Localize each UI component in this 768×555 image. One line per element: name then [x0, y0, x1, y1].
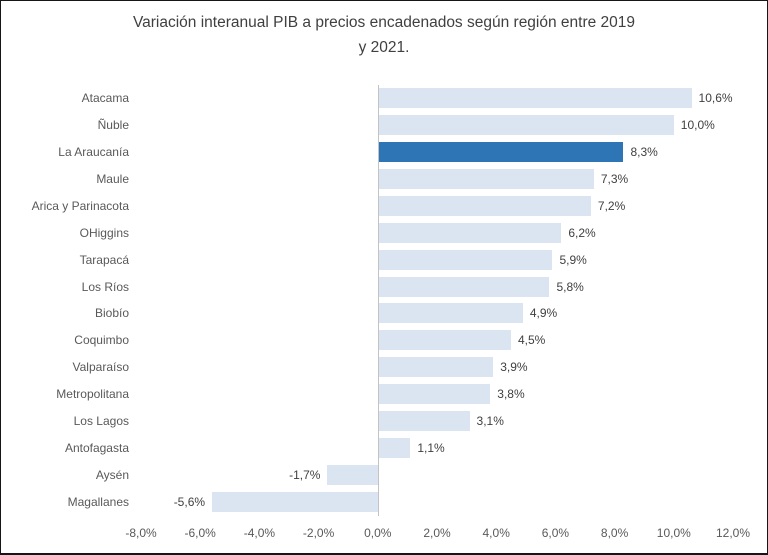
bar [377, 357, 494, 378]
category-label: Aysén [95, 467, 129, 482]
row-plot: 6,2% [141, 219, 733, 246]
bar [377, 384, 491, 405]
row-plot: 10,6% [141, 85, 733, 112]
bar-row: Ñuble 10,0% [1, 112, 767, 139]
bar [377, 115, 674, 136]
bar [377, 437, 411, 458]
value-label: 1,1% [417, 440, 445, 455]
value-label: 5,8% [556, 279, 584, 294]
x-axis-tick: -4,0% [243, 526, 276, 540]
bar-highlighted [377, 142, 624, 163]
x-axis-tick: -8,0% [125, 526, 157, 540]
value-label: 3,1% [476, 413, 504, 428]
row-plot: 4,5% [141, 327, 733, 354]
category-label: Ñuble [97, 118, 129, 133]
bar [377, 169, 594, 190]
bar [377, 276, 550, 297]
value-label: 10,0% [680, 118, 715, 133]
x-axis-tick: 12,0% [715, 526, 751, 540]
bar [377, 410, 470, 431]
x-axis-tick: 0,0% [364, 526, 392, 540]
bar [212, 491, 378, 512]
chart-title-line-2: y 2021. [358, 39, 410, 56]
bar-row: Magallanes -5,6% [1, 488, 767, 515]
bar [377, 195, 591, 216]
bar [377, 88, 692, 109]
value-label: 6,2% [568, 225, 596, 240]
x-axis-tick: 2,0% [423, 526, 451, 540]
x-axis: -8,0% -6,0% -4,0% -2,0% 0,0% 2,0% 4,0% 6,0% 8,0%… [125, 525, 750, 541]
bar-row: Maule 7,3% [1, 166, 767, 193]
value-label: 10,6% [698, 91, 733, 106]
category-label: Valparaíso [72, 360, 129, 375]
category-label: La Araucanía [58, 145, 129, 160]
bar-row: Atacama 10,6% [1, 85, 767, 112]
category-label: Tarapacá [79, 252, 129, 267]
bar-row: Aysén -1,7% [1, 461, 767, 488]
row-plot: 3,8% [141, 381, 733, 408]
value-label: 4,5% [518, 333, 546, 348]
category-label: Antofagasta [64, 440, 129, 455]
category-label: Biobío [94, 306, 129, 321]
row-plot: 3,9% [141, 354, 733, 381]
value-label: -5,6% [173, 494, 206, 509]
row-plot: 10,0% [141, 112, 733, 139]
x-axis-tick: 10,0% [656, 526, 691, 540]
value-label: 3,8% [497, 387, 525, 402]
value-label: 5,9% [559, 252, 587, 267]
row-plot: 7,2% [141, 193, 733, 220]
bar-row: Tarapacá 5,9% [1, 246, 767, 273]
x-axis-tick: -6,0% [184, 526, 216, 540]
bar-row: Antofagasta 1,1% [1, 434, 767, 461]
category-label: Coquimbo [74, 333, 129, 348]
bar-row: OHiggins 6,2% [1, 219, 767, 246]
bar-row: Valparaíso 3,9% [1, 354, 767, 381]
category-label: Maule [96, 172, 129, 187]
row-plot: 7,3% [141, 166, 733, 193]
value-label: 3,9% [500, 360, 528, 375]
value-label: 7,3% [600, 172, 629, 187]
bar [377, 303, 523, 324]
bars-area: Atacama 10,6% Ñuble 10,0% La Araucanía 8,3% Ma… [1, 85, 767, 515]
chart-title: Variación interanual PIB a precios encad… [1, 10, 767, 60]
category-label: Los Ríos [81, 279, 129, 294]
row-plot: 5,8% [141, 273, 733, 300]
bar-row: La Araucanía 8,3% [1, 139, 767, 166]
category-label: Magallanes [67, 494, 129, 509]
bar-row: Arica y Parinacota 7,2% [1, 193, 767, 220]
category-label: Los Lagos [73, 413, 129, 428]
bar-row: Metropolitana 3,8% [1, 381, 767, 408]
row-plot: -1,7% [141, 461, 733, 488]
row-plot: 3,1% [141, 408, 733, 435]
bar [377, 249, 553, 270]
category-label: Atacama [81, 91, 129, 106]
row-plot: 8,3% [141, 139, 733, 166]
bar [327, 464, 378, 485]
x-axis-tick: -2,0% [302, 526, 335, 540]
x-axis-tick: 6,0% [541, 526, 570, 540]
row-plot: 4,9% [141, 300, 733, 327]
row-plot: -5,6% [141, 488, 733, 515]
value-label: 8,3% [630, 145, 658, 160]
category-label: Metropolitana [56, 387, 129, 402]
x-axis-tick: 4,0% [482, 526, 510, 540]
x-axis-tick: 8,0% [600, 526, 629, 540]
chart-title-line-1: Variación interanual PIB a precios encad… [132, 14, 636, 31]
value-label: -1,7% [289, 467, 321, 482]
bar-row: Coquimbo 4,5% [1, 327, 767, 354]
row-plot: 1,1% [141, 434, 733, 461]
bar-row: Biobío 4,9% [1, 300, 767, 327]
bar-row: Los Ríos 5,8% [1, 273, 767, 300]
value-label: 7,2% [597, 198, 626, 213]
bar [377, 222, 562, 243]
bar-row: Los Lagos 3,1% [1, 408, 767, 435]
bar [377, 330, 511, 351]
category-label: OHiggins [79, 225, 129, 240]
row-plot: 5,9% [141, 246, 733, 273]
value-label: 4,9% [529, 306, 558, 321]
category-label: Arica y Parinacota [31, 198, 129, 213]
